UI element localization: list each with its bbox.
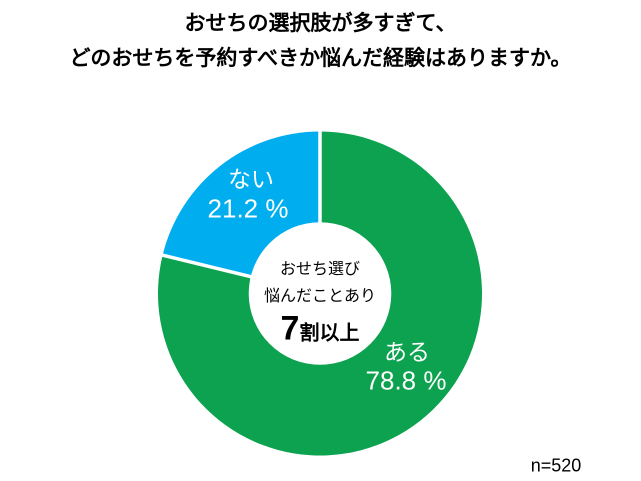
slice-label-yes: ある	[384, 339, 430, 365]
center-annotation-number: 7	[280, 309, 300, 348]
chart-title: おせちの選択肢が多すぎて、 どのおせちを予約すべきか悩んだ経験はありますか。	[0, 6, 641, 76]
center-annotation-line3: 7割以上	[281, 310, 360, 349]
center-annotation-line1: おせち選び	[279, 261, 361, 278]
donut-hole	[248, 222, 392, 365]
chart-title-line2: どのおせちを予約すべきか悩んだ経験はありますか。	[69, 47, 572, 70]
center-annotation-suffix: 割以上	[299, 322, 360, 345]
slice-value-no: 21.2 %	[207, 193, 289, 224]
chart-title-line1: おせちの選択肢が多すぎて、	[184, 12, 457, 35]
sample-size-note: n=520	[530, 455, 582, 476]
slice-value-yes: 78.8 %	[365, 365, 447, 396]
slice-label-no: ない	[228, 166, 274, 192]
center-annotation-line2: 悩んだことあり	[263, 288, 377, 305]
